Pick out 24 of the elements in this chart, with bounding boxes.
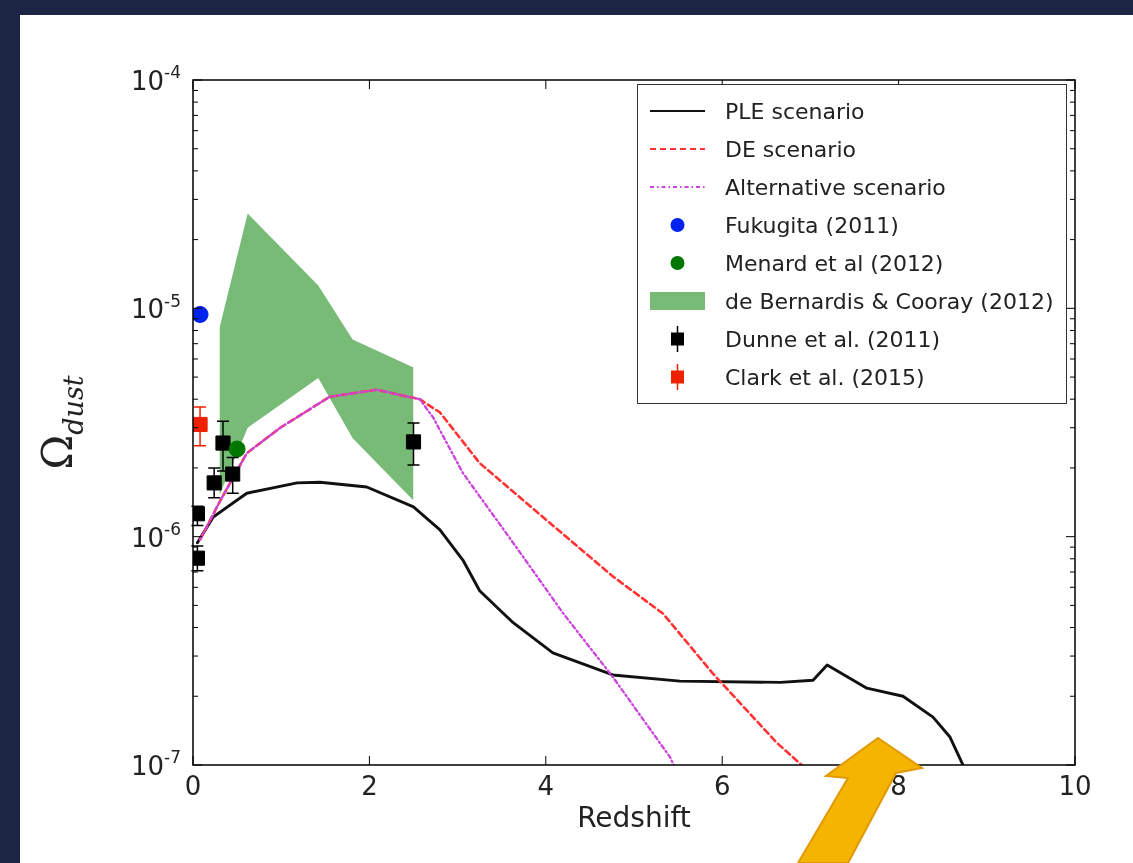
legend-label: de Bernardis & Cooray (2012) bbox=[725, 288, 1054, 314]
x-tick-label: 0 bbox=[184, 771, 202, 802]
legend-label: DE scenario bbox=[725, 136, 856, 162]
point bbox=[193, 305, 209, 323]
x-tick-label: 2 bbox=[361, 771, 378, 802]
x-tick-label: 6 bbox=[713, 771, 731, 802]
x-axis-title: Redshift bbox=[577, 801, 691, 834]
y-axis-title: Ωdust bbox=[33, 375, 89, 470]
legend-label: Clark et al. (2015) bbox=[725, 364, 925, 390]
legend-label: Dunne et al. (2011) bbox=[725, 326, 941, 352]
legend-label: Menard et al (2012) bbox=[725, 250, 944, 276]
legend-label: Fukugita (2011) bbox=[725, 212, 899, 238]
line-series bbox=[198, 388, 675, 765]
x-tick-label: 10 bbox=[1058, 771, 1092, 802]
point bbox=[405, 434, 422, 450]
point bbox=[206, 475, 222, 491]
legend-label: PLE scenario bbox=[725, 98, 865, 124]
point bbox=[215, 435, 231, 451]
line-series bbox=[198, 388, 803, 765]
x-tick-label: 4 bbox=[537, 771, 555, 802]
point bbox=[225, 466, 241, 482]
legend-label: Alternative scenario bbox=[725, 174, 946, 200]
x-tick-label: 8 bbox=[890, 771, 907, 802]
point bbox=[228, 440, 246, 458]
